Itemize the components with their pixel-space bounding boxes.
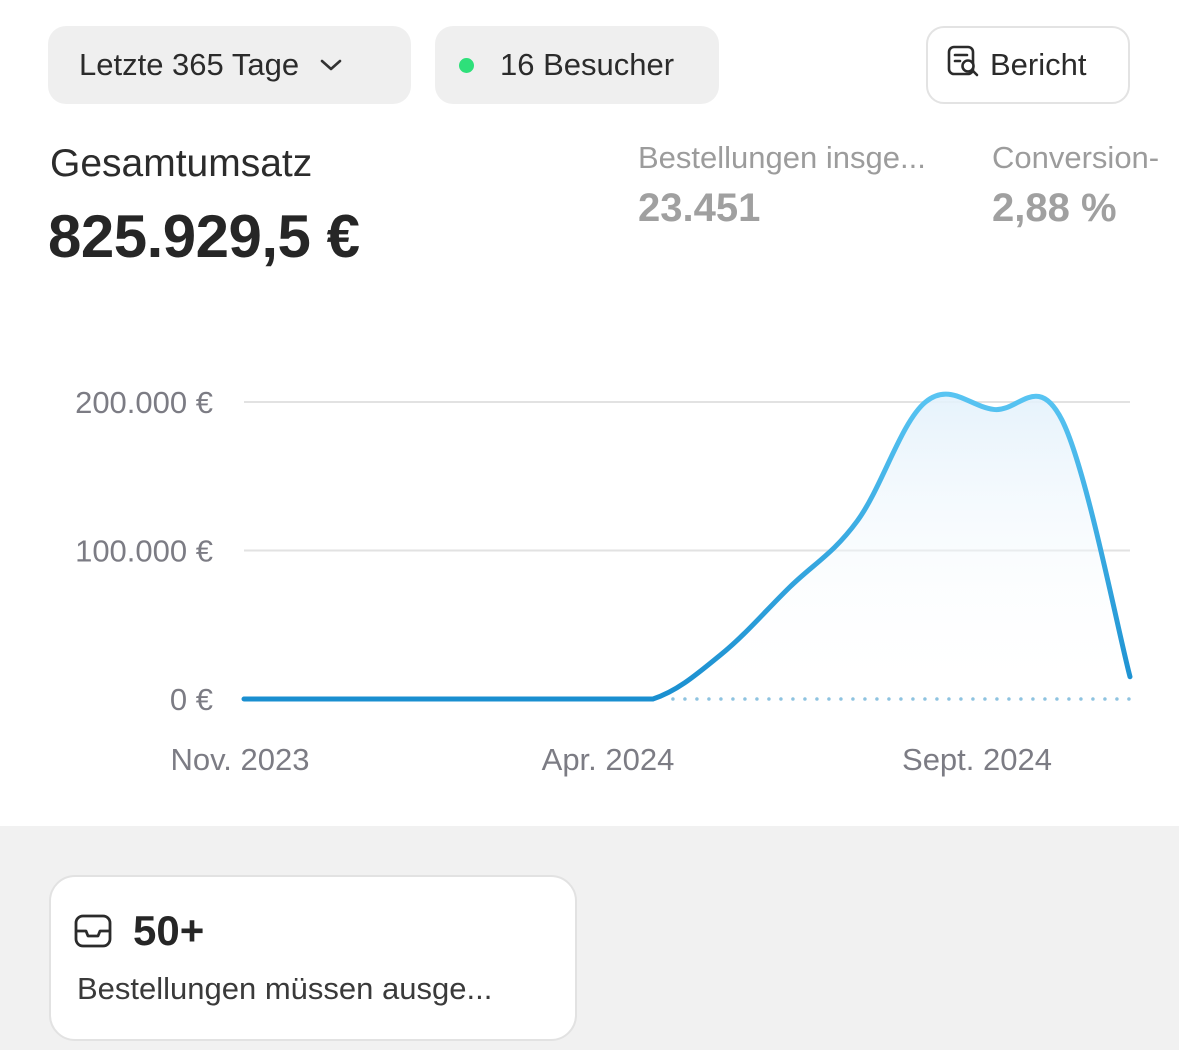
report-button-label: Bericht <box>990 47 1087 82</box>
visitors-label: 16 Besucher <box>500 47 675 82</box>
report-button[interactable]: Bericht <box>926 26 1130 104</box>
x-tick-label: Sept. 2024 <box>902 742 1052 777</box>
x-tick-label: Nov. 2023 <box>170 742 309 777</box>
conversion-metric-value: 2,88 % <box>992 186 1117 230</box>
live-visitors-badge[interactable]: 16 Besucher <box>435 26 719 104</box>
conversion-metric-label[interactable]: Conversion- <box>992 140 1160 175</box>
live-status-dot <box>459 57 474 73</box>
series-line <box>241 391 1133 702</box>
date-range-selector[interactable]: Letzte 365 Tage <box>48 26 411 104</box>
y-tick-label: 100.000 € <box>75 534 213 569</box>
series-area-fill <box>244 394 1130 699</box>
total-sales-value: 825.929,5 € <box>48 203 360 270</box>
orders-metric-label[interactable]: Bestellungen insge... <box>638 140 926 175</box>
y-tick-label: 0 € <box>170 682 213 717</box>
unfulfilled-orders-card[interactable]: 50+ Bestellungen müssen ausge... <box>49 875 577 1041</box>
report-search-icon <box>946 44 990 86</box>
date-range-label: Letzte 365 Tage <box>79 47 300 82</box>
x-tick-label: Apr. 2024 <box>542 742 675 777</box>
sales-chart: 0 € 100.000 € 200.000 € Nov. 2023 Apr. 2024 S… <box>75 385 1133 777</box>
orders-metric-value: 23.451 <box>638 186 761 230</box>
y-tick-label: 200.000 € <box>75 385 213 420</box>
chevron-down-icon <box>319 57 343 73</box>
unfulfilled-orders-count: 50+ <box>133 907 205 954</box>
unfulfilled-orders-description: Bestellungen müssen ausge... <box>77 971 493 1006</box>
total-sales-label: Gesamtumsatz <box>50 142 313 185</box>
inbox-icon <box>73 913 113 954</box>
